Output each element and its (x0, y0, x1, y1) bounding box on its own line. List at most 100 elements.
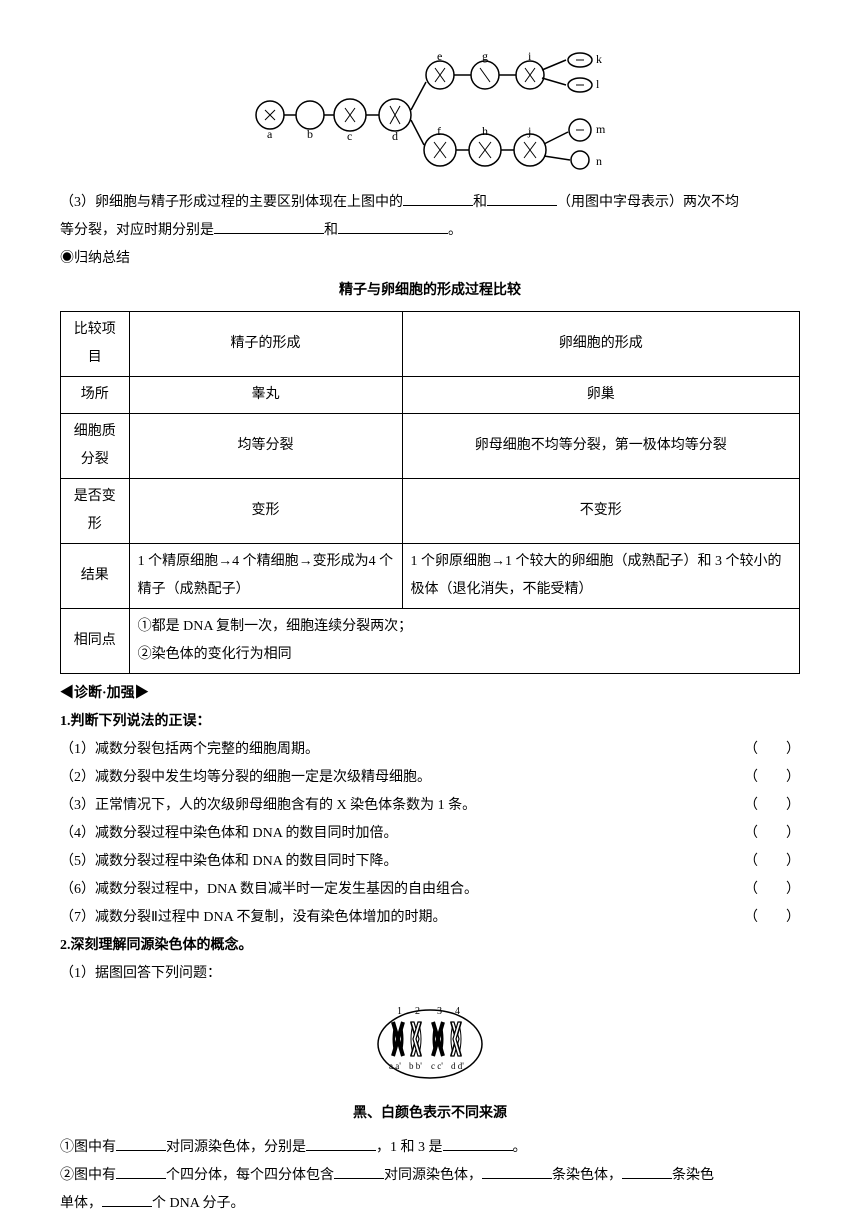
paren-blank[interactable]: （ ） (744, 848, 800, 876)
svg-text:e: e (437, 49, 442, 63)
t: 条染色体， (552, 1168, 622, 1183)
cell-key: 结果 (61, 544, 130, 609)
th-sperm: 精子的形成 (129, 312, 402, 377)
q1-lead: 1.判断下列说法的正误： (60, 708, 800, 736)
svg-text:2: 2 (415, 1006, 420, 1017)
summary-label: ◉归纳总结 (60, 245, 800, 273)
table-row: 细胞质分裂 均等分裂 卵母细胞不均等分裂，第一极体均等分裂 (61, 414, 800, 479)
blank[interactable] (622, 1162, 672, 1179)
blank[interactable] (334, 1162, 384, 1179)
q2-line1: ①图中有 对同源染色体，分别是 ，1 和 3 是 。 (60, 1134, 800, 1162)
blank[interactable] (116, 1162, 166, 1179)
t: ①图中有 (60, 1140, 116, 1155)
th-egg: 卵细胞的形成 (402, 312, 799, 377)
q1-item: （1）减数分裂包括两个完整的细胞周期。 （ ） (60, 736, 800, 764)
paren-blank[interactable]: （ ） (744, 904, 800, 932)
comparison-table: 比较项目 精子的形成 卵细胞的形成 场所 睾丸 卵巢 细胞质分裂 均等分裂 卵母… (60, 311, 800, 674)
q3-line2b: 和 (324, 223, 338, 238)
cell-a: 睾丸 (129, 377, 402, 414)
q1-item: （3）正常情况下，人的次级卵母细胞含有的 X 染色体条数为 1 条。（ ） (60, 792, 800, 820)
cell-key: 细胞质分裂 (61, 414, 130, 479)
table-row: 比较项目 精子的形成 卵细胞的形成 (61, 312, 800, 377)
svg-text:b: b (307, 127, 313, 141)
q1-item: （2）减数分裂中发生均等分裂的细胞一定是次级精母细胞。 （ ） (60, 764, 800, 792)
t: 。 (513, 1140, 527, 1155)
q3-prefix: （3）卵细胞与精子形成过程的主要区别体现在上图中的 (60, 195, 403, 210)
q1-item: （7）减数分裂Ⅱ过程中 DNA 不复制，没有染色体增加的时期。 （ ） (60, 904, 800, 932)
q1-text: （5）减数分裂过程中染色体和 DNA 的数目同时下降。 (60, 854, 398, 869)
question-3-line1: （3）卵细胞与精子形成过程的主要区别体现在上图中的 和 （用图中字母表示）两次不均 (60, 189, 800, 217)
q1-text: （4）减数分裂过程中染色体和 DNA 的数目同时加倍。 (60, 826, 398, 841)
cell-key: 场所 (61, 377, 130, 414)
cell-a: 均等分裂 (129, 414, 402, 479)
q1-text: （2）减数分裂中发生均等分裂的细胞一定是次级精母细胞。 (60, 770, 431, 785)
svg-text:g: g (482, 49, 488, 63)
q1-text: （7）减数分裂Ⅱ过程中 DNA 不复制，没有染色体增加的时期。 (60, 910, 446, 925)
cell-b: 卵母细胞不均等分裂，第一极体均等分裂 (402, 414, 799, 479)
cell-a: 变形 (129, 479, 402, 544)
svg-text:4: 4 (455, 1006, 460, 1017)
svg-text:k: k (596, 52, 602, 66)
blank[interactable] (116, 1134, 166, 1151)
q3-and: 和 (473, 195, 487, 210)
q2-lead: 2.深刻理解同源染色体的概念。 (60, 932, 800, 960)
table-row: 结果 1 个精原细胞→4 个精细胞→变形成为4 个精子（成熟配子） 1 个卵原细… (61, 544, 800, 609)
cell-b: 卵巢 (402, 377, 799, 414)
svg-text:b b': b b' (409, 1061, 422, 1071)
q1-text: （6）减数分裂过程中，DNA 数目减半时一定发生基因的自由组合。 (60, 882, 478, 897)
table-title: 精子与卵细胞的形成过程比较 (60, 277, 800, 305)
blank[interactable] (102, 1190, 152, 1207)
q3-line2c: 。 (448, 223, 462, 238)
q1-item: （5）减数分裂过程中染色体和 DNA 的数目同时下降。 （ ） (60, 848, 800, 876)
svg-text:n: n (596, 154, 602, 168)
t: 条染色 (672, 1168, 714, 1183)
svg-text:j: j (527, 124, 531, 138)
svg-text:a: a (267, 127, 273, 141)
svg-text:c c': c c' (431, 1061, 443, 1071)
paren-blank[interactable]: （ ） (744, 876, 800, 904)
svg-text:f: f (437, 124, 441, 138)
th-compare: 比较项目 (61, 312, 130, 377)
diagnosis-header: ◀诊断·加强▶ (60, 680, 800, 708)
blank[interactable] (403, 189, 473, 206)
svg-text:d: d (392, 129, 398, 143)
blank[interactable] (443, 1134, 513, 1151)
q1-item: （4）减数分裂过程中染色体和 DNA 的数目同时加倍。 （ ） (60, 820, 800, 848)
q2-sub1: （1）据图回答下列问题： (60, 960, 800, 988)
cell-key: 是否变形 (61, 479, 130, 544)
blank[interactable] (482, 1162, 552, 1179)
cell-b: 不变形 (402, 479, 799, 544)
svg-text:c: c (347, 129, 352, 143)
chromosome-diagram: 12 34 a a' b b' c c' d d' (60, 994, 800, 1128)
blank[interactable] (338, 217, 448, 234)
svg-text:1: 1 (397, 1006, 402, 1017)
paren-blank[interactable]: （ ） (744, 764, 800, 792)
meiosis-diagram: a b c d e g i k l f h j m n (60, 20, 800, 181)
chrom-svg: 12 34 a a' b b' c c' d d' (365, 994, 495, 1089)
svg-text:a a': a a' (389, 1061, 401, 1071)
q2-line3: 单体， 个 DNA 分子。 (60, 1190, 800, 1218)
svg-text:m: m (596, 122, 606, 136)
t: ②图中有 (60, 1168, 116, 1183)
svg-text:h: h (482, 124, 488, 138)
cell-same: ①都是 DNA 复制一次，细胞连续分裂两次； ②染色体的变化行为相同 (129, 609, 799, 674)
table-row: 相同点 ①都是 DNA 复制一次，细胞连续分裂两次； ②染色体的变化行为相同 (61, 609, 800, 674)
diagram-svg: a b c d e g i k l f h j m n (240, 20, 620, 170)
cell-key: 相同点 (61, 609, 130, 674)
paren-blank[interactable]: （ ） (744, 736, 800, 764)
blank[interactable] (214, 217, 324, 234)
blank[interactable] (306, 1134, 376, 1151)
q3-tail1: （用图中字母表示）两次不均 (557, 195, 739, 210)
paren-blank[interactable]: （ ） (744, 820, 800, 848)
t: 个 DNA 分子。 (152, 1196, 245, 1211)
svg-text:3: 3 (437, 1006, 442, 1017)
q1-item: （6）减数分裂过程中，DNA 数目减半时一定发生基因的自由组合。 （ ） (60, 876, 800, 904)
t: ，1 和 3 是 (376, 1140, 443, 1155)
t: 对同源染色体，分别是 (166, 1140, 306, 1155)
t: 单体， (60, 1196, 102, 1211)
cell-a: 1 个精原细胞→4 个精细胞→变形成为4 个精子（成熟配子） (129, 544, 402, 609)
paren-blank[interactable]: （ ） (744, 792, 800, 820)
q3-line2a: 等分裂，对应时期分别是 (60, 223, 214, 238)
q1-text: （1）减数分裂包括两个完整的细胞周期。 (60, 742, 319, 757)
blank[interactable] (487, 189, 557, 206)
